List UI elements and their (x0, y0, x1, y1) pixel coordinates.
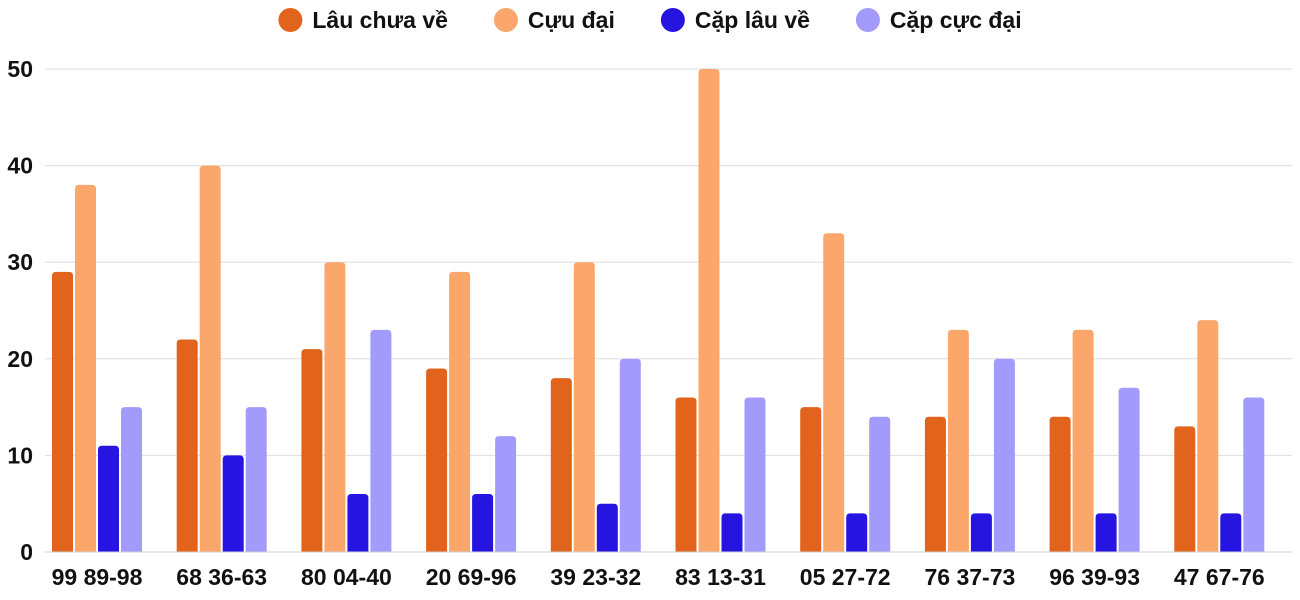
legend: Lâu chưa về Cựu đại Cặp lâu về Cặp cực đại (278, 7, 1022, 33)
bar (573, 262, 595, 552)
bar (222, 455, 244, 552)
grid (45, 68, 1292, 456)
axes: 0 10 20 30 40 50 99 89-98 68 36-63 80 04-40 20 69… (7, 56, 1292, 590)
bar (426, 368, 448, 552)
bar (347, 494, 369, 552)
bar (846, 513, 868, 552)
bar (449, 271, 471, 552)
bar (1072, 329, 1094, 552)
bar (721, 513, 743, 552)
bar (75, 184, 96, 553)
legend-item: Cựu đại (493, 7, 615, 33)
bar (324, 262, 346, 552)
bar (495, 436, 517, 552)
bar (121, 407, 142, 552)
bar (993, 358, 1015, 552)
bar (947, 329, 969, 552)
bar (1220, 513, 1242, 552)
bar (370, 329, 392, 552)
bar-group (426, 271, 517, 552)
x-tick-label: 80 04-40 (301, 564, 392, 590)
bar (1243, 397, 1265, 552)
bar-group (52, 184, 142, 553)
x-tick-label: 99 89-98 (52, 564, 143, 590)
bar (698, 69, 720, 552)
bar (869, 416, 891, 552)
bar-group (176, 165, 267, 552)
y-tick-label: 10 (7, 442, 33, 468)
bar (924, 416, 946, 552)
bar (245, 407, 267, 552)
legend-marker (278, 8, 303, 32)
bar (1197, 320, 1219, 552)
bar-group (550, 262, 641, 552)
bars (52, 69, 1265, 553)
bar (1049, 416, 1071, 552)
x-tick-label: 68 36-63 (176, 564, 267, 590)
bar-group (1049, 329, 1140, 552)
x-tick-label: 05 27-72 (800, 564, 891, 590)
y-tick-label: 0 (20, 539, 33, 565)
bar (800, 407, 822, 552)
bar (1174, 426, 1196, 552)
bar (744, 397, 766, 552)
y-tick-label: 30 (7, 249, 33, 275)
bar-group (675, 69, 766, 552)
legend-item: Cặp cực đại (855, 7, 1022, 33)
legend-label: Cặp lâu về (695, 7, 810, 33)
bar (472, 494, 494, 552)
bar (52, 271, 73, 552)
bar-group (800, 233, 891, 552)
legend-label: Cựu đại (528, 7, 615, 33)
y-tick-label: 20 (7, 346, 33, 372)
bar (1095, 513, 1117, 552)
bar (1118, 387, 1140, 552)
x-tick-label: 76 37-73 (924, 564, 1015, 590)
y-tick-label: 40 (7, 153, 33, 179)
bar (199, 165, 221, 552)
y-tick-label: 50 (7, 56, 33, 82)
bar (675, 397, 697, 552)
legend-marker (660, 8, 685, 32)
bar (619, 358, 641, 552)
x-tick-label: 96 39-93 (1049, 564, 1140, 590)
bar (98, 445, 119, 552)
bar (970, 513, 992, 552)
bar-group (924, 329, 1015, 552)
legend-label: Lâu chưa về (312, 7, 448, 33)
bar (596, 503, 618, 552)
x-tick-label: 83 13-31 (675, 564, 766, 590)
bar-group (1174, 320, 1265, 552)
bar (176, 339, 198, 552)
x-tick-label: 39 23-32 (550, 564, 641, 590)
legend-label: Cặp cực đại (890, 7, 1022, 33)
bar (550, 378, 572, 552)
bar (301, 349, 323, 552)
bar (823, 233, 845, 552)
x-tick-label: 47 67-76 (1174, 564, 1265, 590)
legend-item: Cặp lâu về (660, 7, 810, 33)
x-tick-label: 20 69-96 (426, 564, 517, 590)
legend-marker (493, 8, 518, 32)
legend-marker (855, 8, 880, 32)
bar-group (301, 262, 392, 552)
legend-item: Lâu chưa về (278, 7, 448, 33)
